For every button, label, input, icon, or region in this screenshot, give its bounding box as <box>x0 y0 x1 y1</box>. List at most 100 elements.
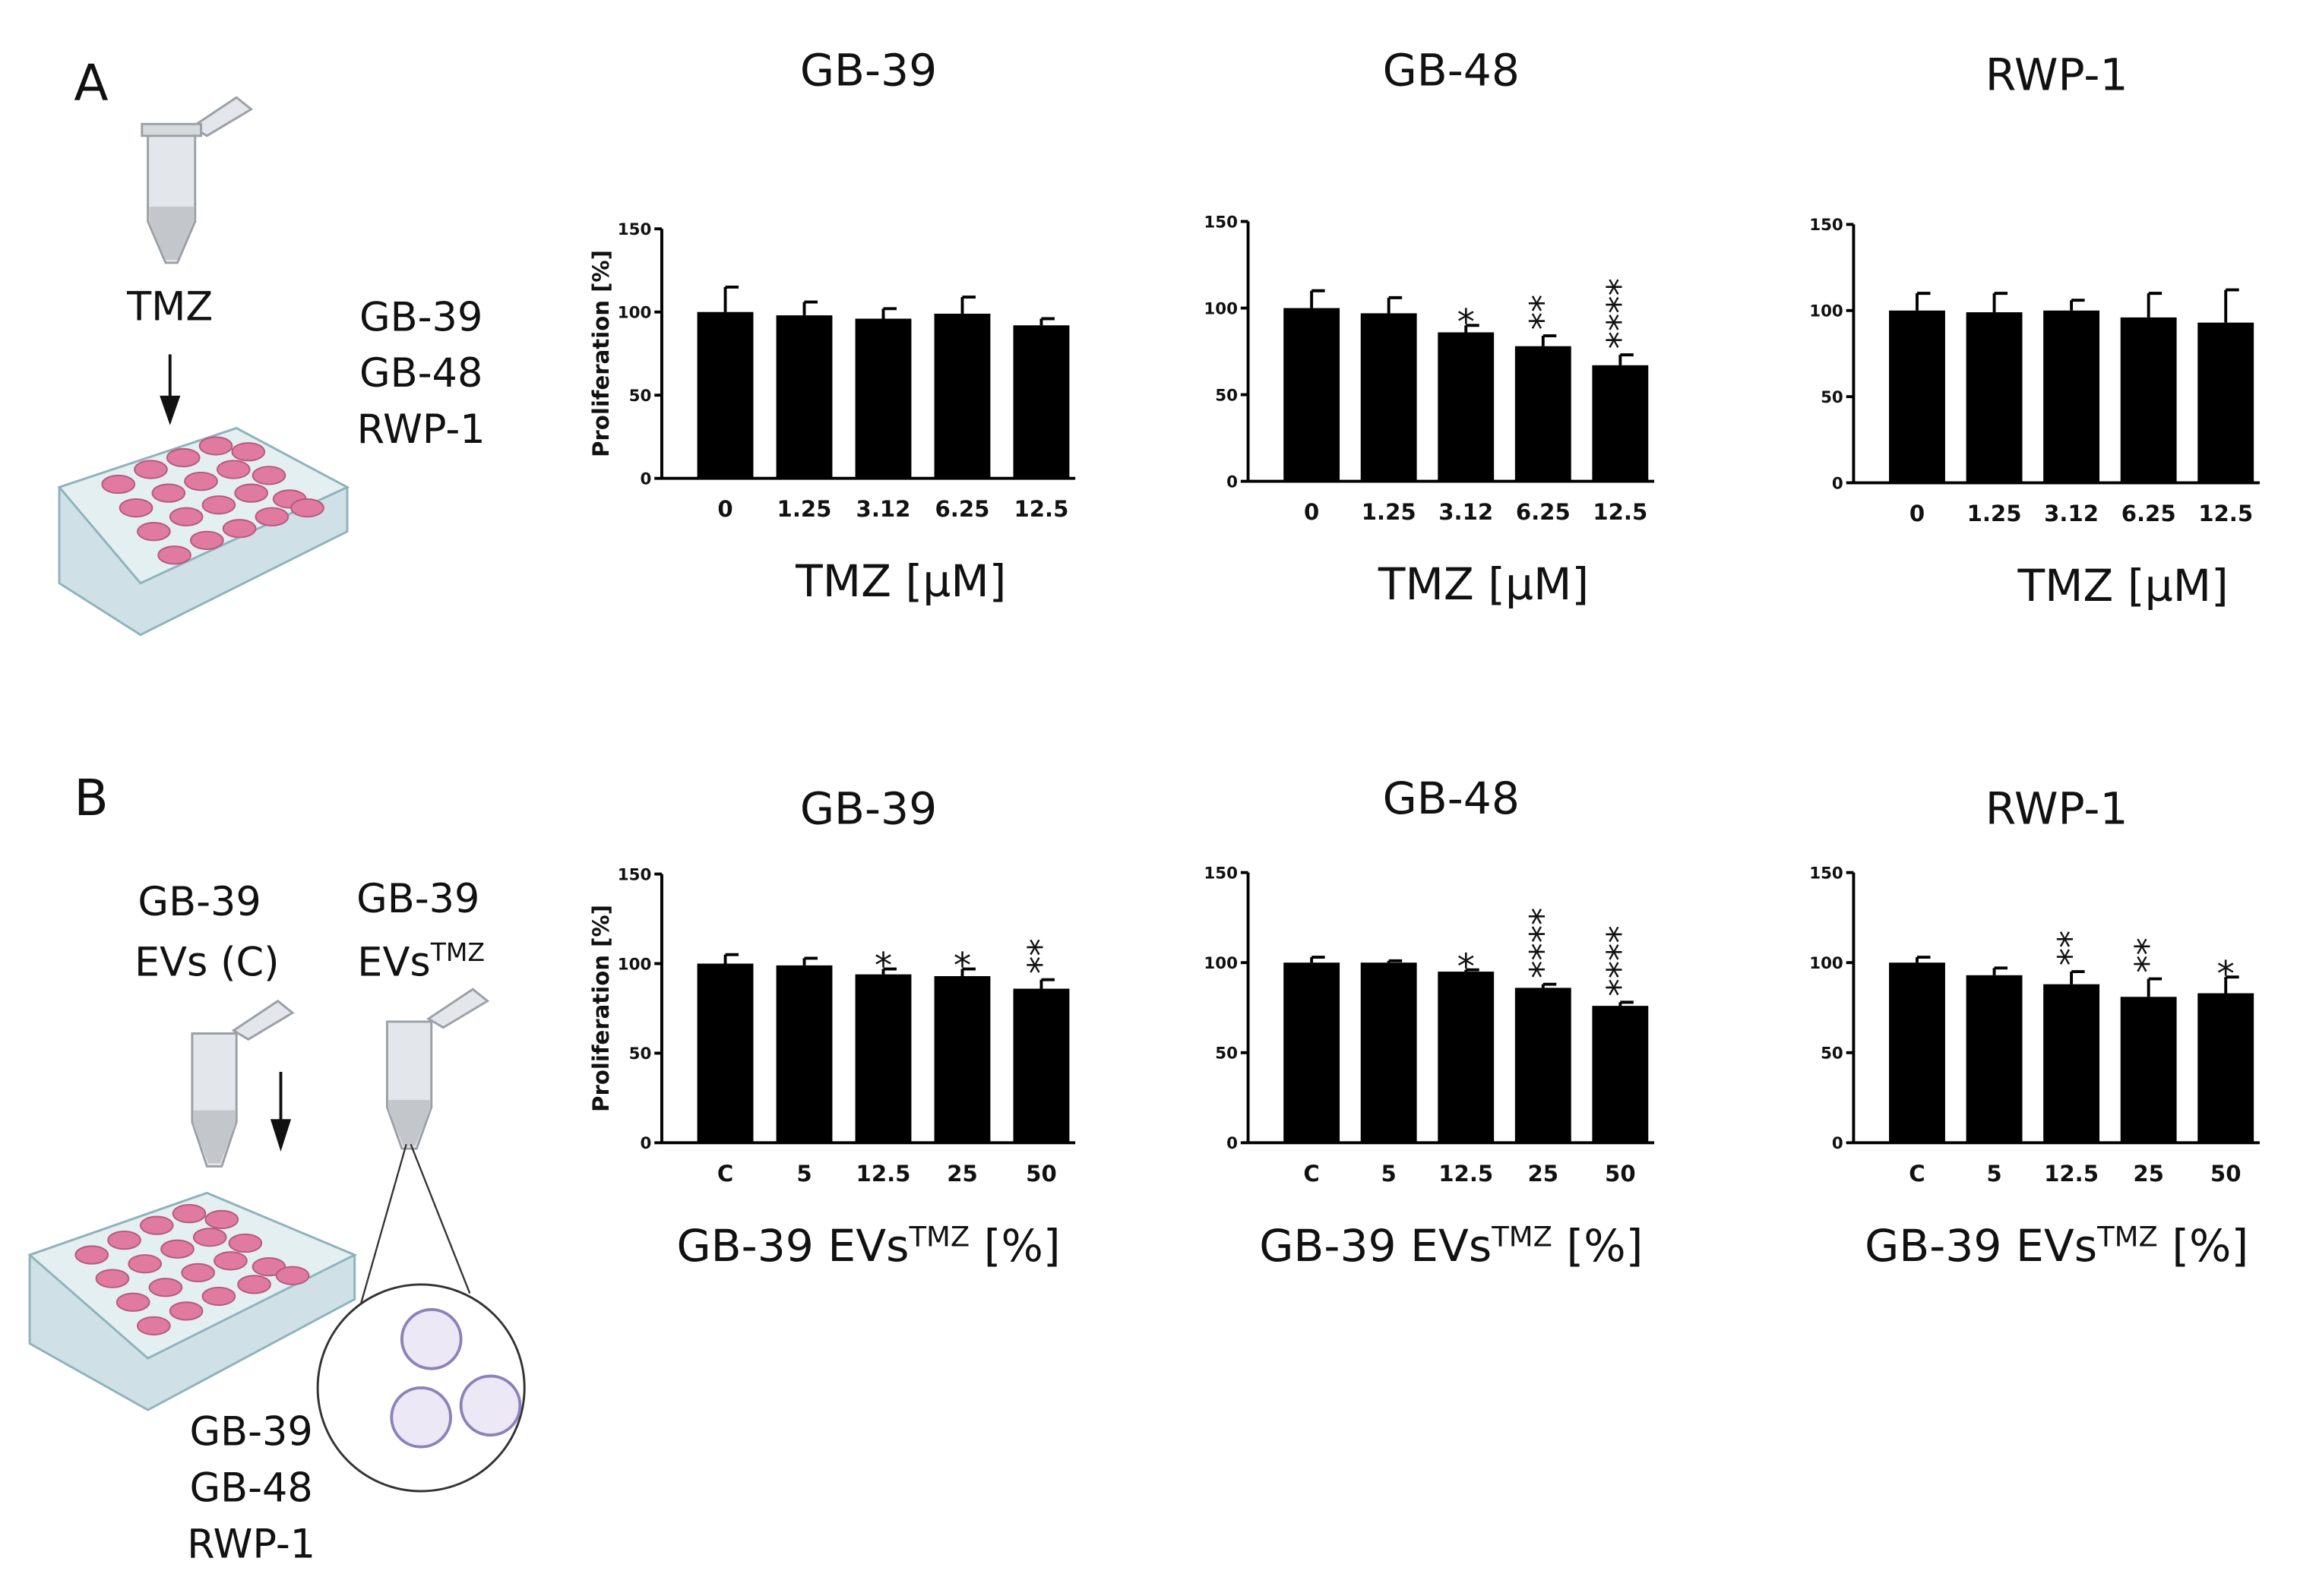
y-tick-label: 0 <box>1832 1134 1843 1153</box>
bar <box>1514 988 1571 1143</box>
x-tick-label: 12.5 <box>1593 499 1647 525</box>
x-tick-label: 3.12 <box>1438 499 1493 525</box>
x-axis-label-text: TMZ [µM] <box>1378 558 1589 610</box>
y-tick-label: 50 <box>629 1045 652 1063</box>
y-tick-label: 100 <box>618 304 652 323</box>
chart-title: RWP-1 <box>1985 783 2128 835</box>
y-tick-label: 50 <box>629 387 652 406</box>
y-tick-label: 0 <box>640 469 651 488</box>
y-tick-label: 100 <box>1204 299 1238 318</box>
chart-title: GB-48 <box>1383 45 1520 96</box>
control-label: EVs (C) <box>134 940 280 986</box>
y-tick-label: 100 <box>1809 302 1843 321</box>
bar <box>1966 312 2023 483</box>
x-axis-label-superscript: TMZ <box>2096 1220 2158 1253</box>
chart: RWP-1 0 50 100 150 C 5 12.5 ** 25 ** 50 * GB-39 EVsTM… <box>1809 783 2260 1272</box>
bar <box>934 313 991 479</box>
y-axis-label: Proliferation [%] <box>588 905 614 1112</box>
x-tick-label: 5 <box>1986 1161 2001 1187</box>
bar <box>1360 962 1417 1143</box>
x-tick-label: 50 <box>2210 1161 2242 1187</box>
x-tick-label: 25 <box>1528 1161 1559 1187</box>
bar <box>855 974 912 1143</box>
y-tick-label: 0 <box>1832 474 1843 493</box>
cell-line: GB-48 <box>189 1465 312 1512</box>
bar <box>855 318 912 479</box>
x-tick-label: 50 <box>1605 1161 1636 1187</box>
cell-line-list: GB-39 GB-48 RWP-1 <box>187 1409 315 1568</box>
x-tick-label: 0 <box>1909 501 1925 526</box>
bar <box>1592 1006 1649 1143</box>
significance-label: ** <box>2051 931 2092 966</box>
x-axis-label-text: GB-39 EVs <box>677 1220 910 1272</box>
y-tick-label: 100 <box>1204 954 1238 973</box>
y-tick-label: 50 <box>1821 388 1843 407</box>
significance-label: ** <box>2128 937 2169 973</box>
x-tick-label: 5 <box>1381 1161 1397 1187</box>
y-tick-label: 150 <box>1204 864 1238 883</box>
x-tick-label: 12.5 <box>2198 501 2253 526</box>
well-plate <box>57 427 350 637</box>
x-tick-label: 1.25 <box>1967 501 2022 526</box>
y-tick-label: 0 <box>1226 1134 1238 1153</box>
x-tick-label: C <box>717 1161 733 1187</box>
bar <box>776 965 833 1143</box>
bar <box>776 315 833 479</box>
x-tick-label: 3.12 <box>2044 501 2099 526</box>
cell-line: GB-39 <box>189 1409 312 1455</box>
significance-label: * <box>954 945 971 986</box>
bar <box>697 311 754 479</box>
y-tick-label: 150 <box>1809 216 1843 235</box>
x-axis-label: GB-39 EVsTMZ [%] <box>1259 1220 1643 1272</box>
x-axis-label: TMZ [µM] <box>1378 558 1589 610</box>
x-axis-label-suffix: [%] <box>1552 1220 1643 1272</box>
x-axis-label-text: TMZ [µM] <box>2017 560 2228 612</box>
x-axis-label: GB-39 EVsTMZ [%] <box>1865 1220 2248 1272</box>
bar <box>1592 365 1649 482</box>
panel-label: A <box>74 54 108 112</box>
x-axis-label-superscript: TMZ <box>1491 1220 1552 1253</box>
bar <box>1360 313 1417 482</box>
bar <box>2043 310 2100 483</box>
x-axis-label-suffix: [%] <box>2158 1220 2248 1272</box>
x-axis-label-text: GB-39 EVs <box>1259 1220 1492 1272</box>
cell-line: GB-39 <box>359 294 482 340</box>
bar <box>697 963 754 1143</box>
bar <box>1283 962 1340 1143</box>
treatment-text: EVs <box>357 940 430 986</box>
y-tick-label: 150 <box>618 865 652 884</box>
x-tick-label: 12.5 <box>856 1161 911 1187</box>
x-tick-label: 1.25 <box>1362 499 1416 525</box>
reagent-label: TMZ <box>126 284 213 330</box>
bar <box>2120 997 2177 1143</box>
significance-label: ** <box>1020 938 1062 974</box>
x-tick-label: 0 <box>1304 499 1319 525</box>
x-tick-label: 12.5 <box>1438 1161 1493 1187</box>
bar <box>1013 988 1070 1143</box>
x-tick-label: 12.5 <box>2044 1161 2099 1187</box>
x-tick-label: 5 <box>796 1161 812 1187</box>
bar <box>2043 984 2100 1143</box>
bar <box>2120 317 2177 483</box>
chart-title: GB-39 <box>800 45 937 96</box>
chart: GB-39 Proliferation [%] 0 50 100 150 C 5 12.5 * 25… <box>588 783 1076 1272</box>
chart: GB-48 0 50 100 150 C 5 12.5 * 25 **** 50 **** GB-39 E… <box>1204 773 1655 1272</box>
x-tick-label: C <box>1303 1161 1319 1187</box>
y-tick-label: 100 <box>1809 954 1843 973</box>
x-axis-label-superscript: TMZ <box>909 1220 970 1253</box>
chart: GB-48 0 50 100 150 0 1.25 3.12 * 6.25 ** 12.5 **** TM… <box>1204 45 1655 610</box>
x-axis-label: GB-39 EVsTMZ [%] <box>677 1220 1061 1272</box>
x-axis-label-text: GB-39 EVs <box>1865 1220 2097 1272</box>
bar <box>2197 993 2254 1143</box>
arrow <box>160 354 181 425</box>
chart: GB-39 Proliferation [%] 0 50 100 150 0 1.25 3.12… <box>588 45 1076 607</box>
tube <box>141 96 254 264</box>
significance-label: * <box>875 945 892 986</box>
cell-line: RWP-1 <box>357 406 486 453</box>
bar <box>1013 325 1070 479</box>
y-tick-label: 50 <box>1821 1045 1843 1063</box>
bar <box>1514 346 1571 482</box>
